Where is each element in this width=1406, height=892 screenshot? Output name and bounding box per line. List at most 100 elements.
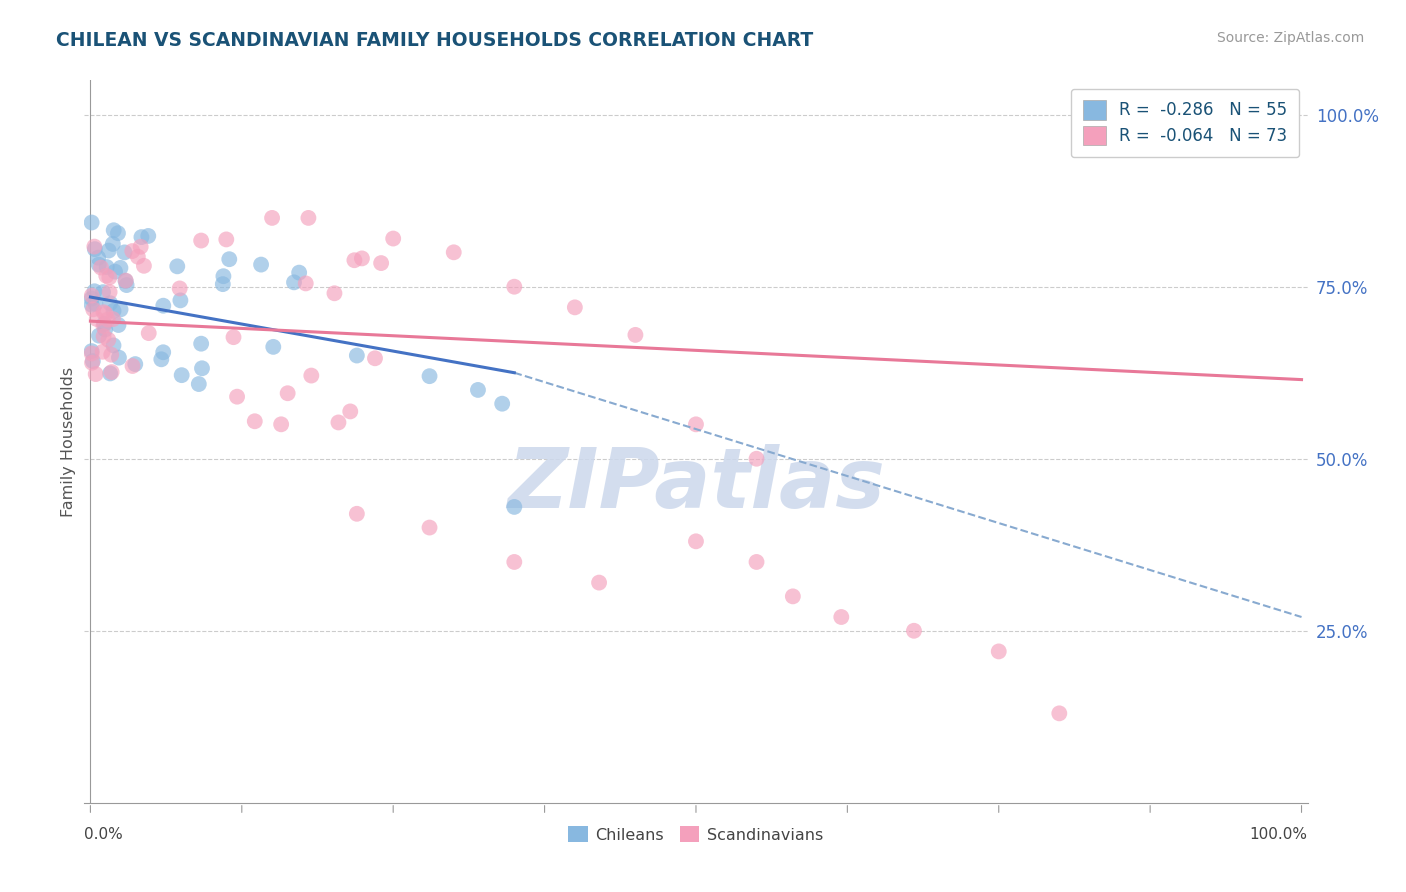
Point <box>82 302 104 317</box>
Point <box>132 259 155 273</box>
Point <box>1194 108 1216 122</box>
Point <box>166 260 188 274</box>
Point <box>110 260 132 275</box>
Point <box>80 292 103 306</box>
Point <box>107 318 129 332</box>
Point <box>84 297 107 311</box>
Point <box>98 285 121 299</box>
Point <box>226 390 249 404</box>
Point <box>115 278 138 293</box>
Point <box>503 279 526 293</box>
Point <box>97 244 120 258</box>
Point <box>564 301 586 315</box>
Point <box>101 236 124 251</box>
Point <box>124 357 146 371</box>
Point <box>104 265 127 279</box>
Point <box>101 312 124 326</box>
Point <box>86 312 108 326</box>
Point <box>382 231 405 245</box>
Point <box>745 451 768 466</box>
Text: 100.0%: 100.0% <box>1250 827 1308 842</box>
Point <box>93 318 115 333</box>
Point <box>297 211 319 225</box>
Point <box>830 610 852 624</box>
Point <box>350 252 373 266</box>
Point <box>503 500 526 514</box>
Point <box>283 276 305 290</box>
Point <box>243 414 266 428</box>
Point <box>80 344 103 359</box>
Point <box>98 296 121 310</box>
Point <box>323 286 346 301</box>
Point <box>87 258 110 272</box>
Point <box>114 274 136 288</box>
Point <box>80 356 103 370</box>
Point <box>94 322 117 336</box>
Point <box>491 397 513 411</box>
Point <box>250 258 273 272</box>
Point <box>685 534 707 549</box>
Y-axis label: Family Households: Family Households <box>60 367 76 516</box>
Point <box>299 368 322 383</box>
Point <box>93 317 115 331</box>
Point <box>262 211 284 225</box>
Point <box>443 245 465 260</box>
Text: ZIPatlas: ZIPatlas <box>508 444 884 525</box>
Point <box>262 340 284 354</box>
Point <box>84 367 107 381</box>
Point <box>588 575 610 590</box>
Point <box>277 386 299 401</box>
Point <box>93 305 115 319</box>
Point <box>136 229 159 244</box>
Point <box>624 327 647 342</box>
Point <box>91 344 114 359</box>
Point <box>103 223 125 237</box>
Point <box>467 383 489 397</box>
Point <box>97 312 120 326</box>
Point <box>127 250 149 264</box>
Point <box>94 307 117 321</box>
Point <box>114 274 136 288</box>
Point <box>108 351 131 365</box>
Point <box>110 302 132 317</box>
Point <box>80 346 103 360</box>
Point <box>103 304 125 318</box>
Point <box>169 281 191 295</box>
Point <box>150 352 173 367</box>
Point <box>169 293 191 308</box>
Point <box>100 348 122 362</box>
Point <box>138 326 160 340</box>
Point <box>418 520 440 534</box>
Point <box>93 329 115 343</box>
Point <box>83 242 105 256</box>
Point <box>370 256 392 270</box>
Point <box>346 507 368 521</box>
Point <box>212 269 235 284</box>
Point <box>364 351 387 366</box>
Text: 0.0%: 0.0% <box>84 827 124 842</box>
Point <box>1254 108 1277 122</box>
Point <box>82 354 104 368</box>
Point <box>114 245 136 260</box>
Legend: R =  -0.286   N = 55, R =  -0.064   N = 73: R = -0.286 N = 55, R = -0.064 N = 73 <box>1071 88 1299 157</box>
Point <box>121 359 143 373</box>
Point <box>903 624 925 638</box>
Point <box>343 253 366 268</box>
Point <box>87 328 110 343</box>
Point <box>97 333 120 347</box>
Point <box>1047 706 1070 721</box>
Point <box>170 368 193 383</box>
Point <box>131 230 153 244</box>
Point <box>987 644 1010 658</box>
Point <box>91 285 114 300</box>
Point <box>80 288 103 302</box>
Point <box>418 369 440 384</box>
Point <box>129 240 152 254</box>
Point <box>270 417 292 432</box>
Point <box>100 365 122 379</box>
Point <box>191 361 214 376</box>
Point <box>121 244 143 258</box>
Point <box>152 345 174 359</box>
Point <box>339 404 361 418</box>
Point <box>96 268 118 283</box>
